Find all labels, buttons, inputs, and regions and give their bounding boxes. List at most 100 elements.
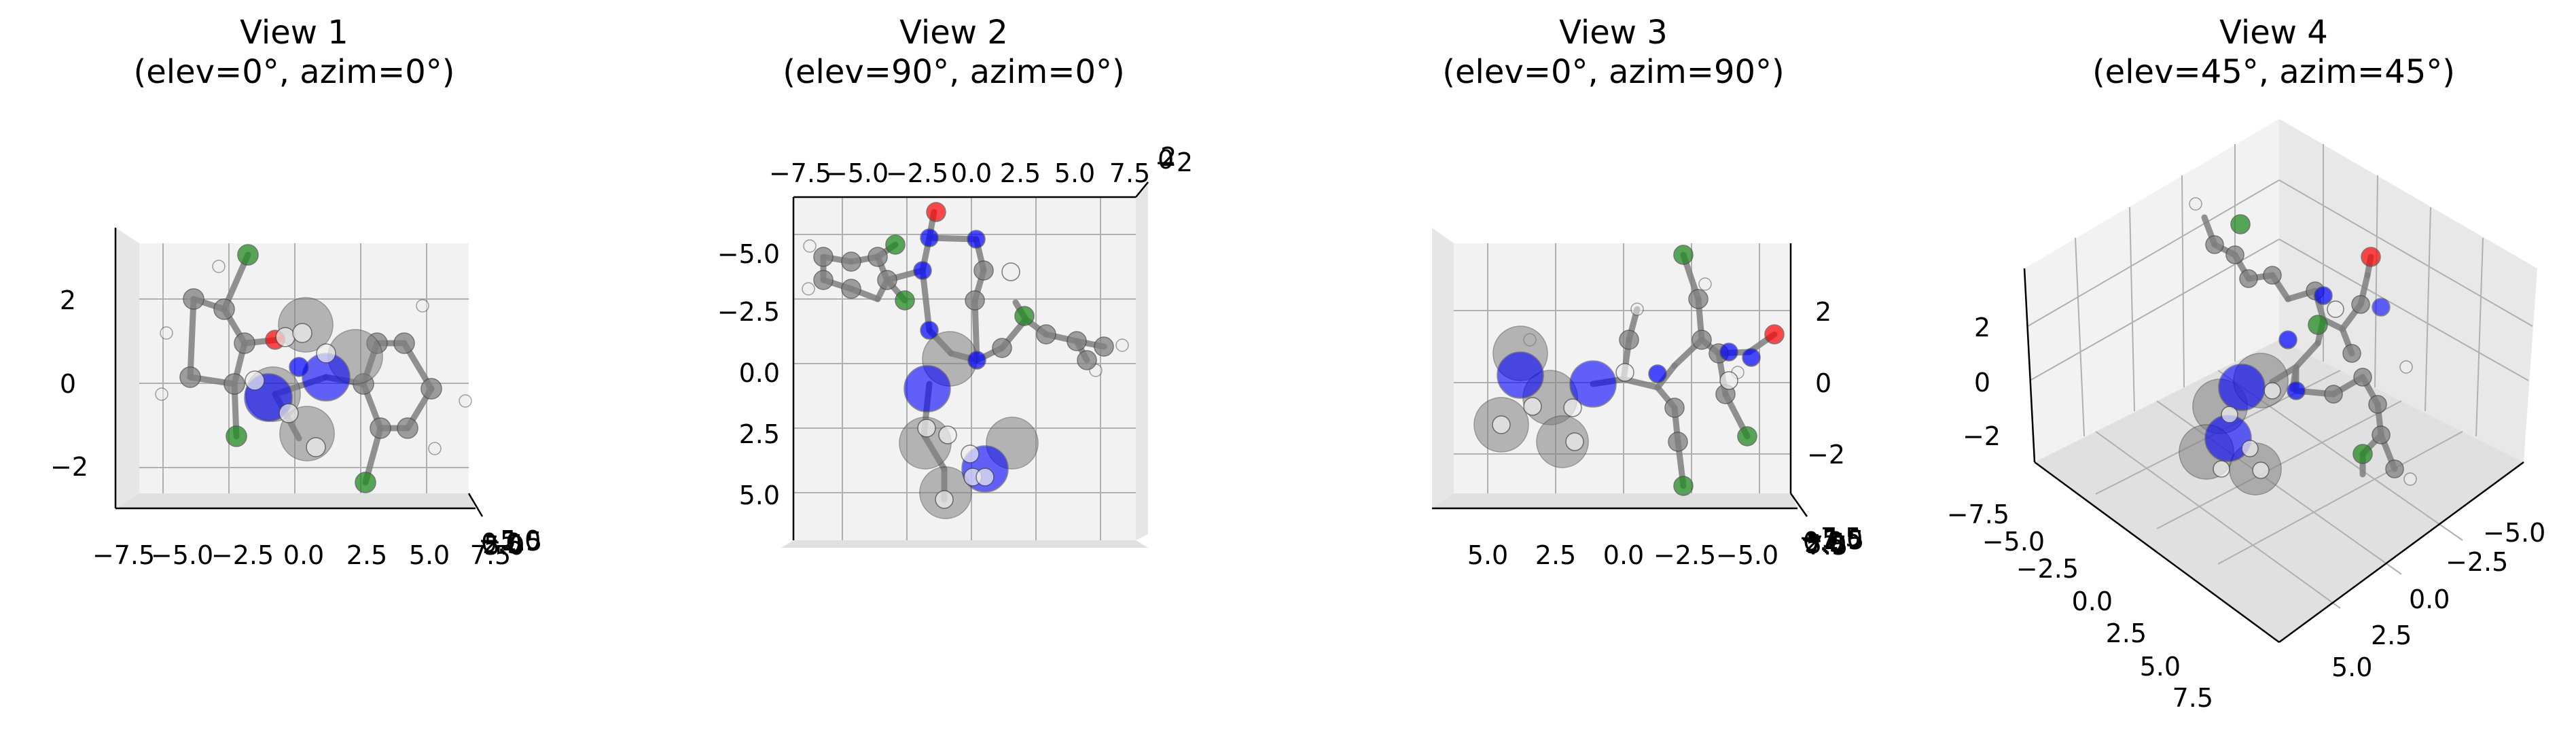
- panel-3-depth-tick: −5.0: [1800, 524, 1863, 554]
- atom-c: [2263, 266, 2282, 285]
- atom-h: [279, 403, 299, 423]
- atom-c: [2372, 425, 2391, 444]
- panel-4-xtick: 2.5: [2106, 618, 2147, 648]
- atom-n: [920, 321, 939, 340]
- panel-1-floor-pane: [115, 493, 476, 508]
- atom-cl: [1673, 245, 1694, 265]
- atom-h: [2221, 406, 2238, 423]
- atom-n: [2218, 364, 2266, 411]
- atom-h: [1719, 371, 1738, 390]
- panel-4-xtick: −7.5: [1947, 500, 2009, 529]
- atom-c: [2324, 385, 2343, 404]
- atom-h: [292, 323, 312, 343]
- panel-3-depth-tick: −2.5: [1802, 525, 1864, 555]
- panel-3-depth-axis: [1789, 493, 1808, 517]
- atom-n: [967, 230, 986, 249]
- panel-3-xtick: 2.5: [1535, 540, 1576, 570]
- panel-2-side-pane: [1136, 182, 1148, 540]
- panel-1-ytick: 2: [60, 285, 76, 315]
- panel-2-depth-tick: 2: [1160, 142, 1177, 172]
- panel-3-atoms: [1473, 245, 1785, 496]
- atom-n: [913, 261, 932, 280]
- panel-1-xtick: 0.0: [283, 540, 324, 570]
- atom-n: [2287, 381, 2306, 400]
- panel-3-xtick: −5.0: [1716, 540, 1778, 570]
- panel-4-ytick: −2.5: [2446, 547, 2508, 577]
- atom-c: [2353, 368, 2372, 387]
- atom-h: [306, 437, 326, 457]
- atom-c: [183, 288, 204, 310]
- atom-cl: [2353, 444, 2373, 464]
- panel-4-y-axis: [2278, 461, 2524, 644]
- bond: [919, 267, 933, 334]
- atom-h: [938, 425, 957, 444]
- atom-h: [1115, 338, 1129, 352]
- panel-4-right-wall: [2279, 119, 2537, 462]
- panel-1-title-line2: (elev=0°, azim=0°): [134, 53, 455, 91]
- atom-h: [1523, 397, 1542, 416]
- panel-1-left-pane: [115, 228, 139, 508]
- atom-n: [1742, 348, 1761, 367]
- atom-n: [289, 357, 309, 377]
- atom-cl: [237, 244, 259, 266]
- panel-4-xtick: −5.0: [1982, 527, 2045, 557]
- atom-c: [813, 247, 834, 267]
- panel-2-front-pane: [781, 540, 1148, 548]
- panel-4-xtick: −2.5: [2016, 554, 2079, 584]
- atom-cl: [1014, 306, 1035, 326]
- panel-2-xtick: −7.5: [769, 158, 831, 188]
- panel-4: −7.5 −5.0 −2.5 0.0 2.5 5.0 7.5 −5.0 −2.5…: [1947, 119, 2545, 713]
- panel-4-ztick: 0: [1974, 368, 1990, 398]
- bond: [187, 296, 197, 381]
- panel-4-ztick: −2: [1963, 421, 2001, 451]
- atom-cl: [1673, 476, 1694, 496]
- atom-cl: [226, 425, 247, 447]
- atom-cl: [355, 472, 376, 493]
- atom-c: [1692, 330, 1712, 350]
- atom-h: [1565, 432, 1584, 451]
- atom-n: [967, 351, 986, 370]
- panel-4-ytick: 2.5: [2371, 620, 2412, 650]
- panel-2-ytick: −2.5: [717, 297, 780, 327]
- atom-h: [212, 260, 226, 273]
- atom-h: [2252, 461, 2270, 479]
- panel-3-ytick: 0: [1815, 368, 1831, 398]
- panel-2-atoms: [802, 202, 1129, 519]
- panel-3-depth-tick: 5.0: [1806, 529, 1846, 559]
- atom-c: [2385, 459, 2404, 478]
- panel-3-xtick: −2.5: [1653, 540, 1716, 570]
- panel-1-depth-tick: 2.5: [482, 529, 523, 559]
- panel-2-title-line2: (elev=90°, azim=0°): [783, 53, 1125, 91]
- atom-c: [370, 417, 391, 439]
- atom-h: [1630, 302, 1644, 316]
- atom-h: [1615, 363, 1634, 382]
- panel-4-xtick: 0.0: [2072, 586, 2113, 616]
- panel-3-title-line1: View 3: [1559, 14, 1668, 52]
- atom-h: [2403, 472, 2417, 486]
- panel-3-xtick: 0.0: [1603, 540, 1644, 570]
- panel-1-ticks: −7.5 −5.0 −2.5 0.0 2.5 5.0 7.5 2 0 −2 −5…: [50, 285, 542, 570]
- atom-h: [316, 343, 336, 364]
- atom-c: [1536, 415, 1589, 468]
- atom-n: [1719, 343, 1738, 362]
- atom-c: [877, 270, 897, 290]
- atom-h: [961, 444, 980, 463]
- panel-4-ytick: −5.0: [2483, 518, 2545, 548]
- atom-c: [397, 417, 418, 439]
- atom-c: [992, 338, 1012, 358]
- panel-4-atoms: [2179, 197, 2417, 495]
- atom-c: [1688, 289, 1709, 309]
- atom-o: [1764, 324, 1785, 345]
- atom-h: [416, 299, 429, 313]
- atom-h: [976, 468, 995, 487]
- panel-3-title: View 3 (elev=0°, azim=90°): [1442, 14, 1785, 91]
- atom-n: [2372, 298, 2391, 317]
- atom-n: [1648, 364, 1667, 383]
- panel-1-depth-tick: 5.0: [484, 531, 524, 561]
- panel-4-ytick: 0.0: [2409, 584, 2450, 614]
- panel-3: 5.0 2.5 0.0 −2.5 −5.0 2 0 −2 −7.5 −5.0 −…: [1432, 228, 1864, 570]
- atom-c: [1077, 350, 1097, 370]
- panel-1-xtick: −2.5: [211, 540, 274, 570]
- atom-cl: [2230, 214, 2251, 234]
